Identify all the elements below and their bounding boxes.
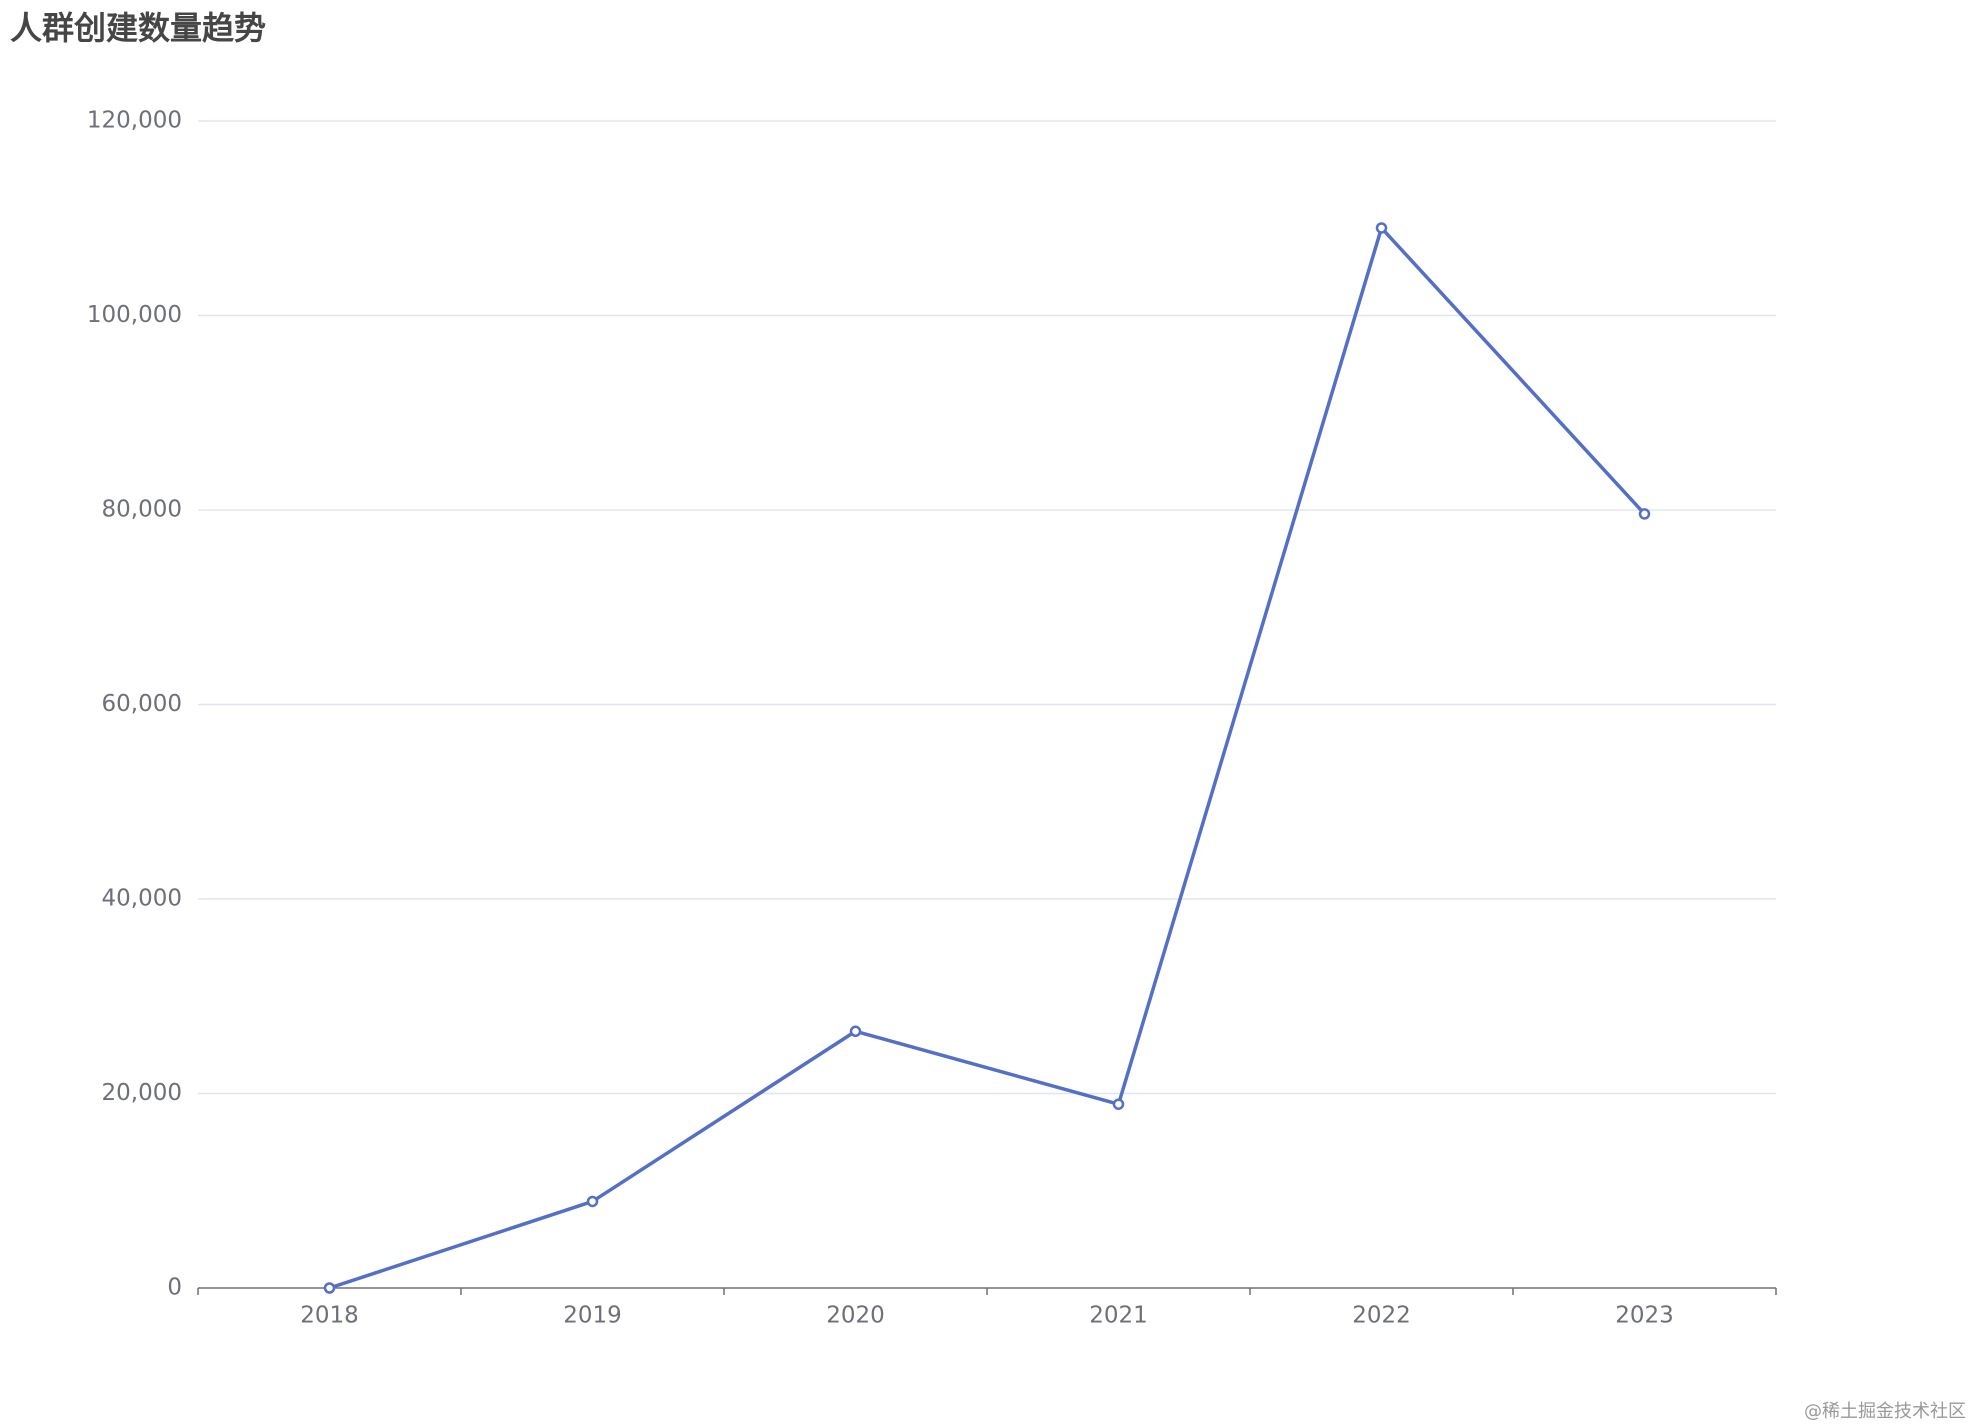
- y-tick-label: 40,000: [102, 886, 182, 912]
- y-tick-label: 0: [167, 1275, 182, 1301]
- y-tick-label: 100,000: [87, 302, 182, 328]
- point: [849, 1025, 862, 1038]
- y-tick-label: 20,000: [102, 1080, 182, 1106]
- x-tick-label: 2022: [1352, 1303, 1411, 1329]
- y-tick-label: 120,000: [87, 108, 182, 134]
- x-tick-label: 2019: [563, 1303, 622, 1329]
- x-tick-label: 2018: [300, 1303, 359, 1329]
- y-tick-label: 60,000: [102, 691, 182, 717]
- line: [328, 226, 1646, 1290]
- point: [1638, 508, 1651, 520]
- point: [323, 1282, 336, 1294]
- point: [1112, 1098, 1125, 1110]
- y-tick-label: 80,000: [102, 497, 182, 523]
- x-tick-label: 2020: [826, 1303, 885, 1329]
- x-tick-label: 2023: [1615, 1303, 1674, 1329]
- point: [1375, 222, 1388, 234]
- x-tick-label: 2021: [1089, 1303, 1148, 1329]
- watermark: @稀土掘金技术社区: [1804, 1401, 1966, 1422]
- chart-title: 人群创建数量趋势: [10, 9, 266, 47]
- point: [586, 1195, 599, 1208]
